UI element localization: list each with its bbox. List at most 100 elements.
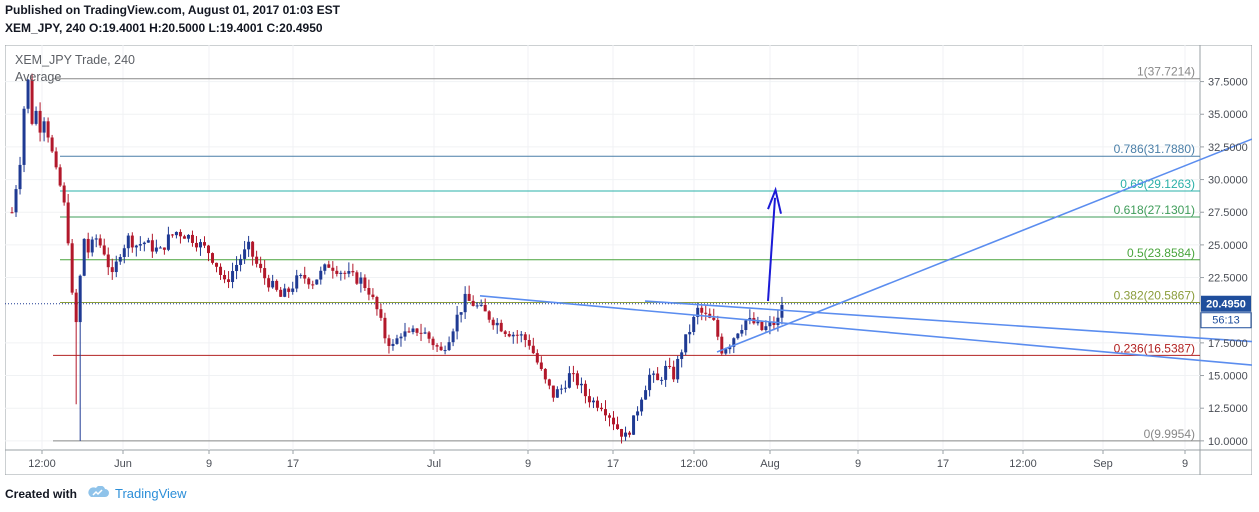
candle-body <box>299 274 303 276</box>
candle-body <box>732 338 736 347</box>
chart-labels: XEM_JPY Trade, 240 Average <box>15 53 135 84</box>
candle-body <box>339 272 343 274</box>
candle-body <box>531 345 535 354</box>
candle-body <box>239 258 243 265</box>
candle-body <box>86 238 90 253</box>
candle-body <box>587 396 591 403</box>
candle-body <box>166 234 170 250</box>
countdown-label: 56:13 <box>1212 315 1240 327</box>
candle-body <box>38 110 42 133</box>
candle-body <box>70 243 74 293</box>
candle-body <box>247 241 251 250</box>
candle-body <box>126 235 130 249</box>
x-tick-label: 17 <box>607 458 619 470</box>
candle-body <box>307 278 311 285</box>
candle-body <box>672 366 676 380</box>
fib-level-label: 0.236(16.5387) <box>1114 341 1195 355</box>
chart-svg[interactable]: 1(37.7214) 0.786(31.7880) 0.69(29.1263) 0.6… <box>4 44 1253 476</box>
candle-body <box>744 320 748 330</box>
arrow-head <box>767 186 782 214</box>
candle-body <box>323 264 327 271</box>
arrow-shaft <box>767 197 776 302</box>
candle-body <box>451 331 455 343</box>
y-tick-label: 22.5000 <box>1208 273 1248 285</box>
candle-body <box>215 262 219 267</box>
candle-body <box>704 312 708 314</box>
candle-body <box>511 334 515 337</box>
candle-body <box>467 293 471 301</box>
candle-body <box>351 271 355 273</box>
candle-body <box>34 110 38 124</box>
candle-body <box>479 304 483 306</box>
price-axis[interactable]: 37.5000 35.0000 32.5000 30.0000 27.5000 25.00… <box>1200 77 1248 448</box>
ohlc-readout: XEM_JPY, 240 O:19.4001 H:20.5000 L:19.40… <box>5 21 323 35</box>
candle-body <box>303 274 307 279</box>
candle-body <box>712 317 716 320</box>
candle-body <box>66 202 70 244</box>
fib-level-label: 0(9.9954) <box>1144 427 1195 441</box>
y-tick-label: 35.0000 <box>1208 109 1248 121</box>
published-caption: Published on TradingView.com, August 01,… <box>5 3 340 17</box>
candle-body <box>399 336 403 339</box>
candle-body <box>335 270 339 274</box>
candle-body <box>716 319 720 337</box>
chart-legend: Average <box>15 70 61 84</box>
candle-body <box>10 212 14 214</box>
candle-body <box>227 279 231 283</box>
candle-body <box>668 365 672 367</box>
candle-body <box>608 415 611 418</box>
candle-body <box>194 242 198 248</box>
price-chart[interactable]: 1(37.7214) 0.786(31.7880) 0.69(29.1263) 0.6… <box>4 44 1253 476</box>
candle-body <box>359 277 363 284</box>
y-tick-label: 30.0000 <box>1208 175 1248 187</box>
candle-body <box>724 349 728 354</box>
candle-body <box>628 432 632 435</box>
tradingview-brand[interactable]: TradingView <box>115 486 187 501</box>
candle-body <box>427 332 431 339</box>
candle-body <box>471 300 475 306</box>
candle-body <box>391 343 395 346</box>
candle-body <box>267 278 271 288</box>
candle-body <box>624 432 628 437</box>
time-axis[interactable]: 12:00 Jun 9 17 Jul 9 17 12:00 Aug 9 17 12:00 Sep 9 <box>28 450 1188 470</box>
candle-body <box>620 429 624 437</box>
y-tick-label: 10.0000 <box>1208 436 1248 448</box>
candle-body <box>772 322 776 325</box>
candle-body <box>407 331 411 333</box>
x-tick-label: 9 <box>1182 458 1188 470</box>
candle-body <box>383 317 387 339</box>
candle-body <box>50 137 54 152</box>
fib-level-label: 0.69(29.1263) <box>1120 177 1195 191</box>
candle-body <box>198 242 202 248</box>
candle-body <box>98 238 102 246</box>
candle-body <box>243 249 247 259</box>
footer: Created with TradingView <box>5 485 187 501</box>
fib-level-label: 1(37.7214) <box>1137 65 1195 79</box>
candle-body <box>595 400 599 408</box>
candle-body <box>640 399 644 412</box>
candle-body <box>676 358 680 380</box>
candle-body <box>122 248 126 258</box>
candle-body <box>295 275 299 289</box>
candle-body <box>559 388 563 390</box>
y-tick-label: 25.0000 <box>1208 240 1248 252</box>
candle-body <box>612 417 616 425</box>
candle-body <box>190 234 194 243</box>
y-tick-label: 32.5000 <box>1208 142 1248 154</box>
candle-body <box>463 293 467 313</box>
candle-body <box>331 267 335 271</box>
candle-body <box>684 334 688 353</box>
candle-body <box>555 389 559 398</box>
candle-body <box>780 304 784 318</box>
x-tick-label: 9 <box>206 458 212 470</box>
candle-body <box>90 239 94 253</box>
candle-body <box>311 284 315 286</box>
candle-body <box>688 331 692 335</box>
candle-body <box>599 407 603 410</box>
x-tick-label: Sep <box>1093 458 1113 470</box>
candle-body <box>62 185 66 203</box>
candle-body <box>696 307 700 317</box>
candle-body <box>291 288 295 292</box>
candle-body <box>660 379 664 381</box>
candle-body <box>259 263 263 269</box>
